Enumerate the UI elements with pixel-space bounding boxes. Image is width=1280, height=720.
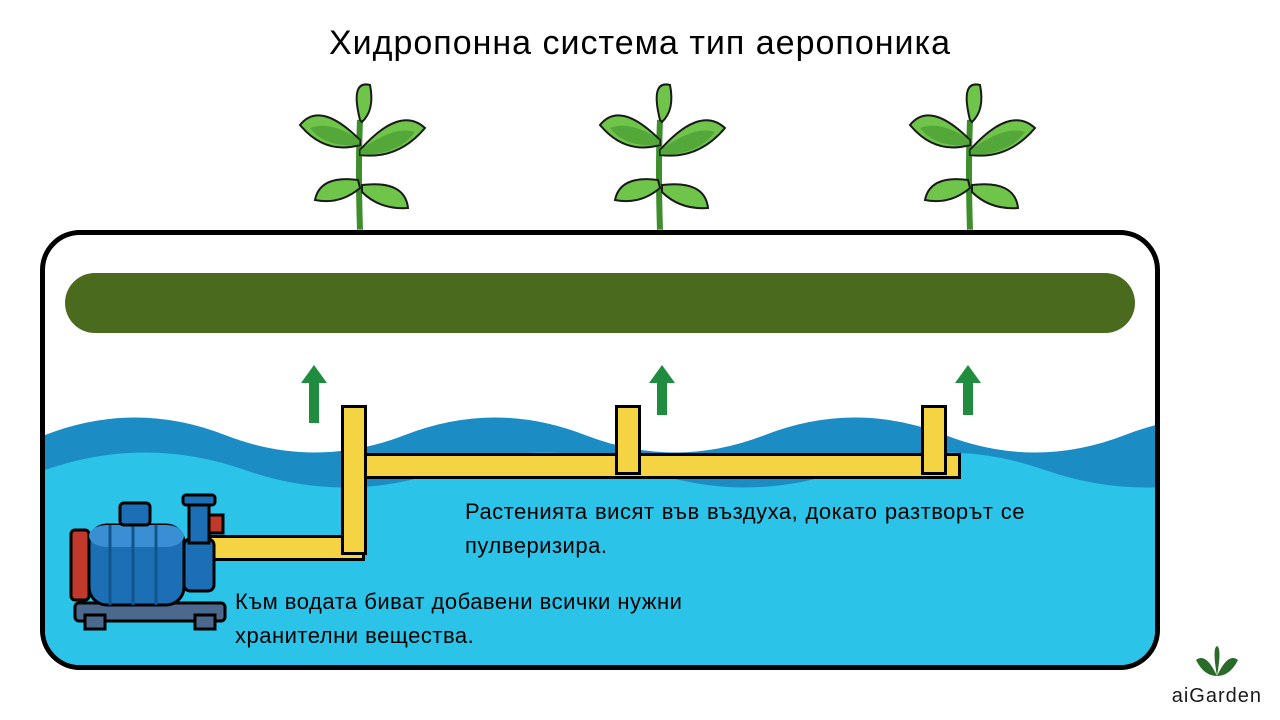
arrow-up-1	[301, 365, 327, 415]
pipe-riser-1	[341, 405, 367, 555]
arrow-up-2	[649, 365, 675, 415]
pump-icon	[65, 485, 255, 635]
caption-bottom: Към водата биват добавени всички нужни х…	[235, 585, 755, 653]
logo-leaf-icon	[1188, 642, 1246, 680]
pipe-horizontal-main	[341, 453, 961, 479]
diagram-title: Хидропонна система тип аеропоника	[0, 24, 1280, 63]
pipe-riser-3	[921, 405, 947, 475]
substrate-bar	[65, 273, 1135, 333]
caption-top: Растенията висят във въздуха, докато раз…	[465, 495, 1025, 563]
logo-text: aiGarden	[1172, 685, 1262, 708]
system-container: Растенията висят във въздуха, докато раз…	[40, 230, 1160, 670]
arrow-up-3	[955, 365, 981, 415]
pipe-riser-2	[615, 405, 641, 475]
logo: aiGarden	[1172, 642, 1262, 708]
